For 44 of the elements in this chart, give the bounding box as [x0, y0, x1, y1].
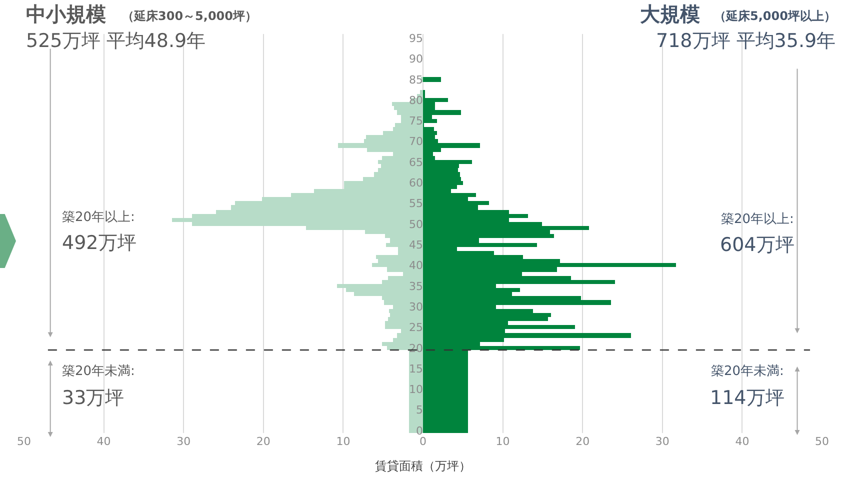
annotation: 492万坪 [62, 232, 136, 254]
y-tick-label: 65 [409, 156, 423, 169]
text: （延床300～5,000坪） [122, 9, 258, 23]
annotation: 604万坪 [720, 234, 794, 256]
text: 中小規模 [26, 2, 106, 26]
annotation: 525万坪 平均48.9年 [26, 30, 206, 52]
text: （延床5,000坪以上） [714, 9, 836, 23]
y-tick-label: 15 [409, 362, 423, 376]
x-tick-label: 10 [336, 435, 350, 448]
x-tick-label: 30 [655, 435, 670, 448]
y-tick-label: 90 [409, 52, 423, 66]
y-tick-label: 85 [409, 73, 423, 86]
y-tick-label: 45 [409, 238, 423, 252]
x-tick-label: 50 [17, 435, 31, 448]
y-tick-label: 60 [409, 176, 423, 190]
y-tick-label: 55 [409, 197, 423, 210]
text: 大規模 [640, 2, 700, 26]
y-tick-label: 30 [409, 300, 423, 314]
x-tick-label: 40 [96, 435, 111, 448]
annotation: 33万坪 [62, 387, 124, 409]
annotation: 築20年以上: [62, 210, 135, 225]
annotation: 718万坪 平均35.9年 [656, 30, 836, 52]
x-tick-label: 30 [176, 435, 191, 448]
y-tick-label: 20 [409, 342, 423, 355]
annotation: 114万坪 [710, 387, 784, 409]
annotation: 築20年以上: [721, 212, 794, 227]
y-tick-label: 10 [409, 383, 423, 396]
y-tick-label: 70 [409, 135, 423, 148]
x-tick-label: 40 [735, 435, 750, 448]
y-tick-label: 80 [409, 94, 423, 107]
y-tick-label: 95 [409, 32, 423, 45]
y-tick-label: 40 [409, 259, 423, 272]
y-tick-label: 5 [416, 404, 423, 417]
x-tick-label: 10 [496, 435, 510, 448]
x-tick-label: 20 [256, 435, 270, 448]
y-tick-label: 25 [409, 321, 423, 334]
y-tick-label: 35 [409, 280, 423, 293]
y-tick-label: 75 [409, 114, 423, 128]
annotation: 築20年未満: [711, 364, 784, 379]
x-tick-label: 20 [576, 435, 590, 448]
x-tick-label: 50 [815, 435, 829, 448]
annotation: 築20年未満: [62, 364, 135, 379]
y-tick-label: 50 [409, 218, 423, 231]
x-axis-title: 賃貸面積（万坪） [375, 458, 471, 473]
